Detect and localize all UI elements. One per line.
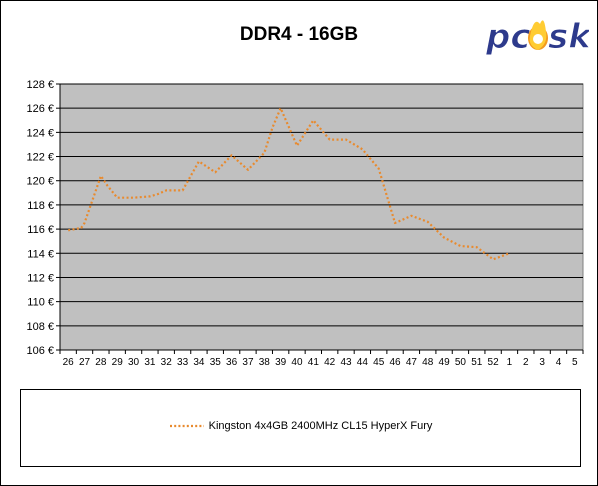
x-tick-label: 41 (308, 357, 320, 368)
y-tick-label: 116 € (27, 224, 54, 236)
y-tick-label: 112 € (27, 272, 54, 284)
y-tick-label: 114 € (27, 248, 54, 260)
x-tick-label: 39 (275, 357, 287, 368)
plot-area (59, 83, 584, 351)
x-tick-label: 3 (539, 357, 545, 368)
x-tick-label: 30 (128, 357, 140, 368)
x-tick-label: 43 (340, 357, 352, 368)
x-tick-label: 4 (556, 357, 562, 368)
pcsk-logo: pc sk (485, 17, 590, 58)
y-tick-label: 110 € (27, 297, 54, 309)
x-tick-label: 2 (523, 357, 529, 368)
legend-label: Kingston 4x4GB 2400MHz CL15 HyperX Fury (208, 420, 433, 432)
x-tick-label: 26 (63, 357, 75, 368)
x-tick-label: 5 (572, 357, 578, 368)
x-tick-label: 51 (471, 357, 483, 368)
x-tick-label: 31 (144, 357, 156, 368)
x-tick-label: 44 (357, 357, 369, 368)
x-tick-label: 42 (324, 357, 336, 368)
x-tick-label: 50 (455, 357, 467, 368)
y-tick-label: 124 € (26, 127, 54, 139)
x-tick-label: 34 (193, 357, 205, 368)
flame-icon (528, 20, 548, 50)
y-tick-label: 108 € (26, 321, 54, 333)
logo-text-left: pc (485, 17, 531, 57)
x-tick-label: 29 (112, 357, 124, 368)
y-tick-label: 106 € (26, 345, 54, 357)
legend-entry: Kingston 4x4GB 2400MHz CL15 HyperX Fury (21, 420, 580, 432)
logo-text-right: sk (548, 17, 589, 57)
y-tick-label: 118 € (27, 200, 54, 212)
legend: Kingston 4x4GB 2400MHz CL15 HyperX Fury (20, 389, 581, 467)
x-tick-label: 27 (79, 357, 91, 368)
x-tick-label: 38 (259, 357, 271, 368)
x-tick-label: 45 (373, 357, 385, 368)
x-tick-label: 46 (389, 357, 401, 368)
y-tick-label: 122 € (26, 152, 54, 164)
y-tick-label: 126 € (26, 103, 54, 115)
x-tick-label: 32 (161, 357, 173, 368)
y-tick-label: 128 € (26, 79, 54, 91)
x-tick-label: 37 (242, 357, 254, 368)
y-tick-label: 120 € (26, 176, 54, 188)
x-tick-label: 1 (507, 357, 513, 368)
x-tick-label: 52 (488, 357, 500, 368)
legend-swatch (169, 424, 204, 428)
x-tick-label: 28 (95, 357, 107, 368)
x-tick-label: 33 (177, 357, 189, 368)
x-tick-label: 47 (406, 357, 418, 368)
x-tick-label: 35 (210, 357, 222, 368)
x-tick-label: 49 (439, 357, 451, 368)
x-tick-label: 48 (422, 357, 434, 368)
x-tick-label: 40 (291, 357, 303, 368)
chart-title: DDR4 - 16GB (239, 24, 359, 45)
x-tick-label: 36 (226, 357, 238, 368)
